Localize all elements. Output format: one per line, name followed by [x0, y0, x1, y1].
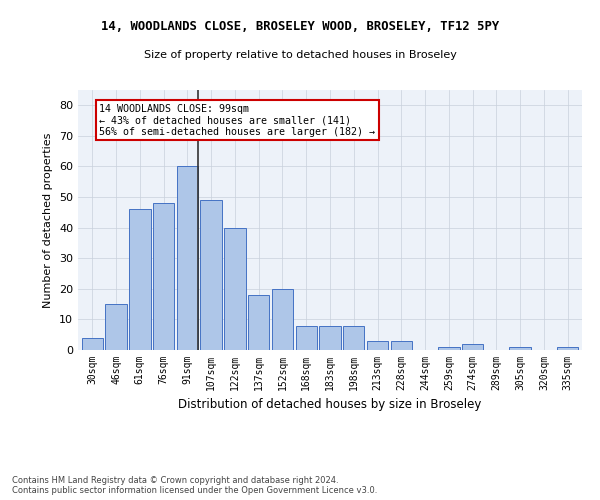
Bar: [176, 166, 198, 350]
Bar: [272, 289, 293, 350]
Bar: [106, 304, 127, 350]
Bar: [82, 338, 103, 350]
Bar: [224, 228, 245, 350]
Bar: [296, 326, 317, 350]
Text: Contains HM Land Registry data © Crown copyright and database right 2024.
Contai: Contains HM Land Registry data © Crown c…: [12, 476, 377, 495]
Text: 14, WOODLANDS CLOSE, BROSELEY WOOD, BROSELEY, TF12 5PY: 14, WOODLANDS CLOSE, BROSELEY WOOD, BROS…: [101, 20, 499, 33]
Bar: [391, 341, 412, 350]
Bar: [319, 326, 341, 350]
Bar: [200, 200, 222, 350]
Bar: [462, 344, 484, 350]
Bar: [557, 347, 578, 350]
Text: Size of property relative to detached houses in Broseley: Size of property relative to detached ho…: [143, 50, 457, 60]
Bar: [367, 341, 388, 350]
Bar: [343, 326, 364, 350]
Bar: [153, 203, 174, 350]
Bar: [248, 295, 269, 350]
Bar: [129, 210, 151, 350]
Text: 14 WOODLANDS CLOSE: 99sqm
← 43% of detached houses are smaller (141)
56% of semi: 14 WOODLANDS CLOSE: 99sqm ← 43% of detac…: [100, 104, 376, 137]
Bar: [438, 347, 460, 350]
Y-axis label: Number of detached properties: Number of detached properties: [43, 132, 53, 308]
X-axis label: Distribution of detached houses by size in Broseley: Distribution of detached houses by size …: [178, 398, 482, 411]
Bar: [509, 347, 531, 350]
